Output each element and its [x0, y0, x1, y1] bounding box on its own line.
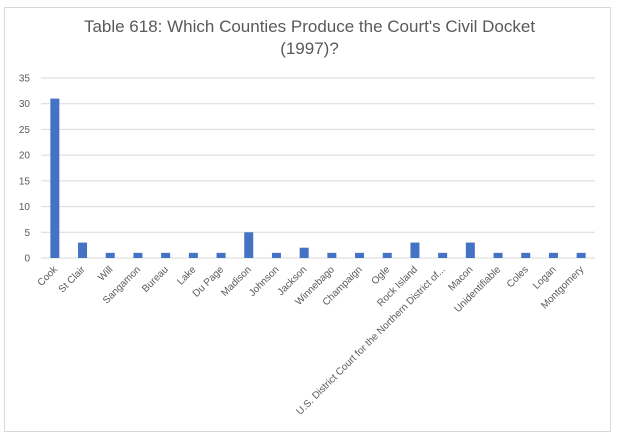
y-tick-label: 10: [19, 202, 31, 213]
x-tick-label: Johnson: [247, 264, 282, 299]
y-tick-label: 0: [24, 254, 30, 265]
x-tick-label: Cook: [36, 264, 61, 289]
y-tick-label: 35: [19, 74, 31, 85]
bar-ogle: [382, 252, 392, 258]
chart-title-line-1: Table 618: Which Counties Produce the Co…: [83, 17, 536, 36]
bar-coles: [521, 252, 531, 258]
bar-logan: [548, 252, 558, 258]
bar-lake: [188, 252, 198, 258]
bar-montgomery: [576, 252, 586, 258]
bar-jackson: [299, 247, 309, 258]
x-tick-label: Will: [96, 264, 115, 283]
y-tick-label: 25: [19, 125, 31, 136]
y-tick-label: 20: [19, 151, 31, 162]
x-tick-label: Ogle: [370, 264, 393, 287]
bar-bureau: [161, 252, 171, 258]
bar-sangamon: [133, 252, 143, 258]
x-tick-label: Bureau: [140, 264, 171, 295]
y-tick-label: 15: [19, 176, 31, 187]
x-tick-label: Lake: [175, 264, 198, 287]
bar-u-s-district-court-for-the-northern-district-of: [438, 252, 448, 258]
bar-rock-island: [410, 242, 420, 258]
bars: [50, 98, 586, 258]
y-axis-tick-labels: 0 5 10 15 20 25 30 35: [19, 74, 31, 265]
y-tick-label: 5: [24, 228, 30, 239]
bar-champaign: [355, 252, 365, 258]
chart-title-line-2: (1997)?: [280, 39, 339, 58]
bar-macon: [465, 242, 475, 258]
x-tick-label: Coles: [505, 264, 531, 290]
chart-title: Table 618: Which Counties Produce the Co…: [0, 16, 619, 60]
bar-johnson: [271, 252, 281, 258]
bar-unidentifiable: [493, 252, 503, 258]
bar-winnebago: [327, 252, 337, 258]
bar-will: [105, 252, 115, 258]
gridlines: [41, 77, 595, 259]
bar-cook: [50, 98, 60, 258]
bar-madison: [244, 232, 254, 258]
y-tick-label: 30: [19, 99, 31, 110]
x-tick-label: St Clair: [57, 264, 88, 295]
x-tick-label: Du Page: [191, 264, 227, 300]
bar-du-page: [216, 252, 226, 258]
bar-st-clair: [78, 242, 88, 258]
